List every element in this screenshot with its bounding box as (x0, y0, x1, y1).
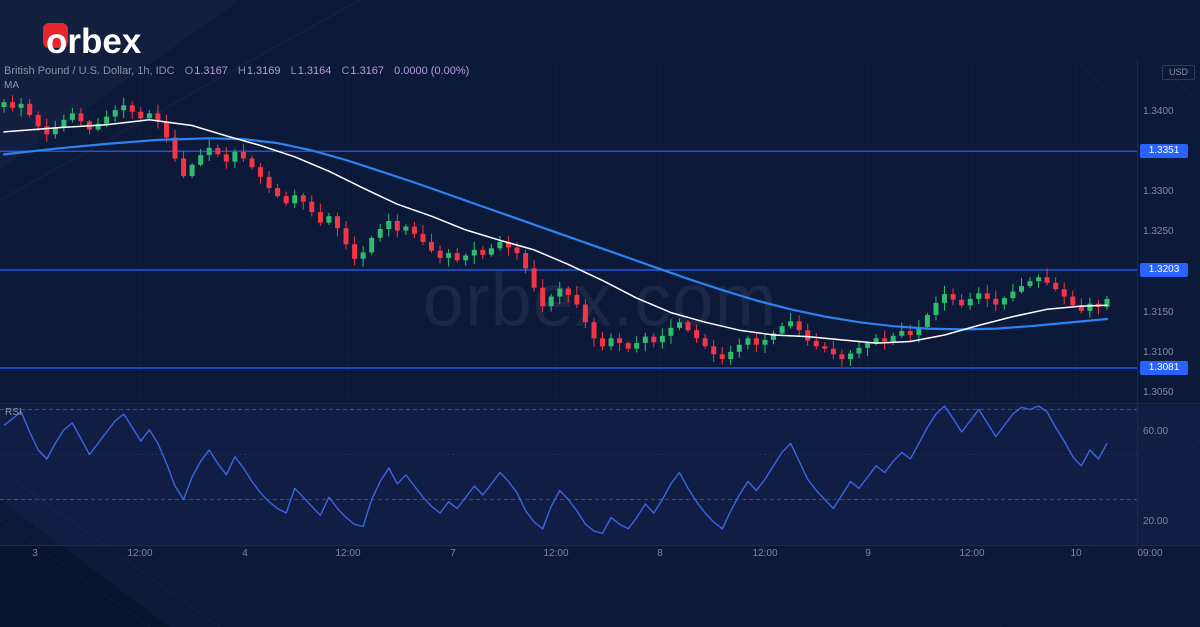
ohlc-close-label: C (341, 65, 350, 77)
price-axis-label: 1.3100 (1143, 346, 1174, 358)
price-axis-label: 1.3250 (1143, 226, 1174, 238)
logo-mark (43, 23, 68, 48)
rsi-axis-label: 20.00 (1143, 516, 1169, 527)
price-axis-label: 1.3150 (1143, 306, 1174, 318)
currency-axis-label: USD (1161, 65, 1195, 80)
time-axis-label: 7 (450, 548, 456, 559)
symbol-info-bar: British Pound / U.S. Dollar, 1h, IDC O1.… (4, 65, 469, 77)
price-level-tag: 1.3081 (1140, 360, 1188, 375)
time-axis-label: 12:00 (752, 548, 778, 559)
ohlc-change: 0.0000 (0.00%) (394, 65, 470, 77)
time-axis-label: 12:00 (335, 548, 361, 559)
ohlc-low-value: 1.3164 (297, 65, 332, 77)
price-axis-label: 1.3300 (1143, 186, 1174, 198)
time-axis-label: 4 (242, 548, 248, 559)
time-axis[interactable]: 3 12:00 4 12:00 7 12:00 8 12:00 9 12:00 10 09:00 (0, 548, 1200, 564)
symbol-title[interactable]: British Pound / U.S. Dollar, 1h, IDC (4, 65, 175, 77)
price-axis-label: 1.3400 (1143, 105, 1174, 117)
price-axis-label: 1.3050 (1143, 386, 1174, 398)
rsi-indicator-label[interactable]: RSI (5, 407, 22, 418)
ohlc-high-label: H (237, 65, 246, 77)
price-level-tag: 1.3351 (1140, 144, 1188, 159)
time-axis-label: 8 (657, 548, 663, 559)
ohlc-open-label: O (184, 65, 194, 77)
logo-text: orbex (46, 22, 142, 61)
time-axis-label: 12:00 (127, 548, 153, 559)
time-axis-label: 9 (865, 548, 871, 559)
price-axis[interactable]: 1.3400 1.3300 1.3250 1.3150 1.3100 1.3050 1.33… (1139, 0, 1200, 627)
ohlc-close-value: 1.3167 (350, 65, 385, 77)
ma-indicator-label[interactable]: MA (4, 80, 19, 91)
time-axis-label: 3 (32, 548, 38, 559)
price-level-tag: 1.3203 (1140, 263, 1188, 277)
ohlc-low-label: L (290, 65, 297, 77)
time-axis-label: 12:00 (959, 548, 985, 559)
watermark: orbex.com (422, 258, 778, 342)
ohlc-high-value: 1.3169 (246, 65, 281, 77)
ohlc-open-value: 1.3167 (194, 65, 228, 77)
time-axis-label: 09:00 (1137, 548, 1163, 559)
time-axis-label: 12:00 (543, 548, 569, 559)
rsi-axis-label: 60.00 (1143, 426, 1169, 437)
orbex-logo[interactable]: orbex (43, 22, 142, 64)
time-axis-label: 10 (1070, 548, 1082, 559)
